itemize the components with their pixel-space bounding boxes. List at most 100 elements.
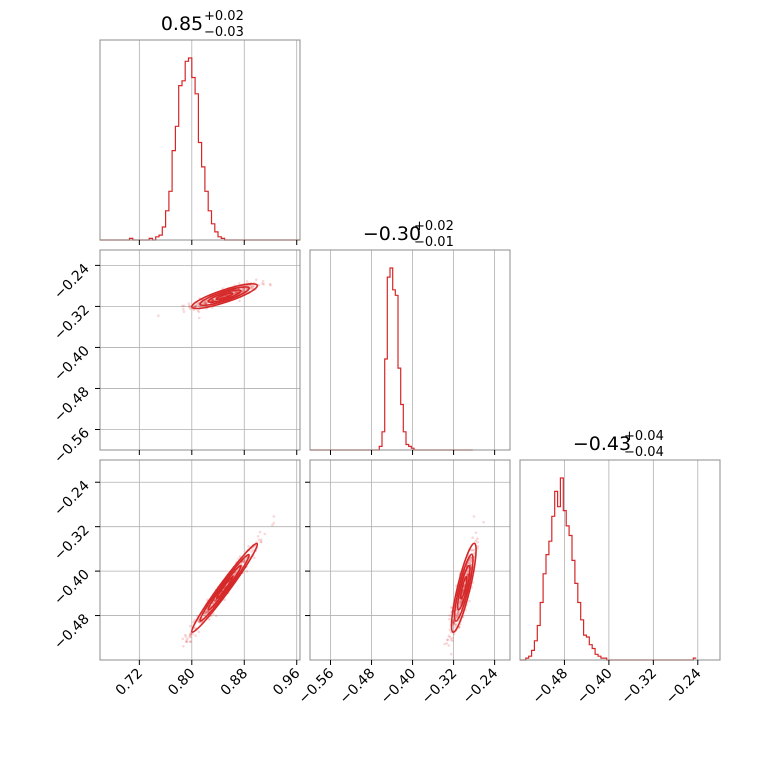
hist-panel-2: −0.43+0.04−0.04	[519, 429, 721, 665]
scatter-point	[205, 302, 208, 305]
scatter-point	[241, 290, 244, 294]
scatter-point	[453, 620, 456, 624]
contour-level	[215, 292, 234, 301]
scatter-point	[259, 540, 263, 544]
scatter-point	[223, 598, 226, 602]
scatter-point	[205, 610, 209, 613]
scatter-point	[189, 633, 192, 637]
scatter-point	[458, 599, 462, 603]
x-tick-label: −0.40	[574, 666, 616, 708]
scatter-point	[197, 620, 200, 624]
scatter-point	[271, 523, 274, 527]
scatter-point	[472, 548, 476, 552]
panel-frame	[99, 39, 301, 241]
scatter-point	[182, 310, 186, 314]
scatter-point	[446, 638, 449, 642]
scatter-point	[245, 570, 249, 573]
scatter-point	[453, 623, 456, 626]
scatter-point	[251, 287, 254, 290]
scatter-point	[195, 303, 199, 307]
scatter-point	[242, 289, 245, 293]
scatter-point	[185, 640, 189, 644]
scatter-point	[469, 560, 473, 563]
contour-level	[199, 553, 250, 622]
scatter-point	[261, 282, 264, 285]
scatter-point	[457, 612, 460, 615]
y-tick-label: −0.56	[51, 425, 93, 467]
scatter-point	[455, 615, 459, 618]
panel-frame	[99, 249, 301, 451]
scatter-point	[204, 610, 207, 614]
scatter-point	[249, 287, 253, 290]
scatter-point	[269, 283, 272, 287]
scatter-point	[452, 621, 456, 624]
scatter-point	[193, 305, 197, 309]
scatter-point	[251, 284, 254, 288]
scatter-point	[252, 284, 256, 288]
scatter-point	[206, 610, 210, 613]
scatter-point	[188, 624, 192, 628]
scatter-point	[182, 645, 185, 648]
scatter-point	[211, 298, 214, 302]
y-tick-label: −0.32	[51, 522, 93, 564]
contour-level	[207, 564, 242, 611]
param-title-value: −0.30	[363, 223, 421, 245]
scatter-point	[259, 538, 263, 541]
scatter-point	[476, 541, 479, 544]
param-title-plus: +0.04	[624, 429, 664, 444]
scatter-point	[203, 302, 207, 305]
scatter-point	[260, 540, 263, 543]
scatter-point	[205, 609, 208, 612]
scatter-point	[446, 638, 450, 642]
scatter-point	[203, 302, 206, 305]
scatter-point	[203, 300, 206, 304]
y-tick-label: −0.24	[51, 478, 93, 520]
scatter-point	[242, 560, 246, 564]
contour-level	[459, 575, 468, 600]
x-tick-label: −0.24	[460, 665, 502, 707]
contour-level	[199, 286, 251, 307]
panel-frame	[309, 459, 511, 661]
scatter-point	[205, 612, 208, 615]
scatter-point	[211, 298, 214, 302]
scatter-point	[234, 291, 237, 294]
scatter-point	[456, 610, 460, 614]
scatter-point	[188, 307, 192, 311]
scatter-point	[194, 634, 197, 637]
scatter-point	[194, 304, 198, 308]
scatter-point	[188, 635, 191, 638]
scatter-point	[205, 302, 209, 305]
scatter-point	[191, 632, 194, 636]
scatter-point	[199, 621, 202, 624]
scatter-point	[189, 640, 192, 643]
x-tick-label: −0.24	[663, 665, 705, 707]
scatter-point	[238, 299, 241, 303]
scatter-point	[469, 563, 473, 566]
scatter-point	[207, 618, 211, 621]
scatter-point	[474, 539, 478, 542]
scatter-point	[466, 573, 469, 576]
param-title-plus: +0.02	[204, 9, 244, 24]
scatter-point	[235, 291, 239, 294]
scatter-point	[443, 642, 446, 646]
scatter-point	[272, 521, 276, 525]
scatter-point	[468, 599, 471, 603]
scatter-point	[182, 307, 185, 311]
scatter-point	[448, 628, 452, 632]
scatter-panel-2-1	[305, 459, 511, 665]
scatter-point	[448, 635, 452, 639]
scatter-point	[261, 279, 265, 283]
x-tick-label: 0.72	[113, 665, 146, 698]
scatter-point	[205, 299, 208, 303]
x-tick-label: 0.88	[218, 666, 251, 699]
x-tick-label: −0.48	[337, 665, 379, 707]
x-tick-label: −0.40	[378, 666, 420, 708]
scatter-point	[457, 610, 460, 613]
contour-level	[190, 542, 259, 634]
scatter-point	[189, 636, 192, 639]
contour-level	[190, 283, 259, 310]
scatter-point	[452, 623, 455, 626]
scatter-point	[465, 572, 469, 575]
scatter-point	[452, 620, 456, 624]
scatter-point	[196, 302, 199, 305]
